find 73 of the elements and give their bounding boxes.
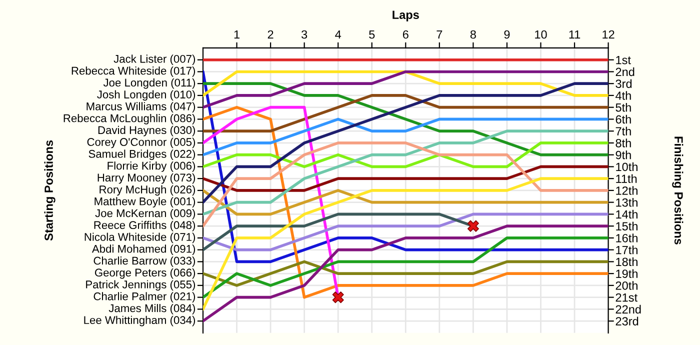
x-tick-label: 12 — [602, 30, 614, 39]
x-tick-label: 8 — [470, 30, 476, 39]
series-label: Josh Longden (010) — [97, 90, 196, 101]
y-tick-label: 8th — [616, 138, 631, 148]
y-tick-label: 7th — [616, 126, 631, 136]
line-series — [203, 142, 608, 228]
line-series — [203, 82, 608, 156]
x-tick-label: 9 — [504, 30, 510, 39]
line-series — [203, 130, 608, 216]
series-label: Harry Mooney (073) — [98, 173, 196, 184]
y-tick-label: 12th — [616, 186, 638, 195]
x-tick-label: 5 — [369, 30, 375, 39]
line-series — [203, 94, 608, 132]
y-tick-label: 4th — [616, 91, 631, 100]
series-label: Jack Lister (007) — [114, 54, 196, 65]
y-tick-label: 2nd — [616, 67, 634, 76]
y-tick-label: 17th — [616, 246, 638, 254]
line-series — [203, 177, 608, 311]
series-label: Reece Griffiths (048) — [94, 220, 196, 232]
y-tick-label: 23rd — [616, 316, 638, 326]
series-label: David Haynes (030) — [98, 126, 196, 136]
x-axis-title: Laps — [392, 10, 419, 22]
x-tick-label: 3 — [301, 30, 308, 39]
y-tick-label: 18th — [616, 257, 638, 266]
y-tick-label: 15th — [616, 222, 638, 230]
x-tick-label: 11 — [569, 30, 580, 39]
series-label: Corey O'Connor (005) — [87, 138, 196, 148]
y-tick-label: 20th — [616, 281, 638, 290]
text: Starting Positions — [44, 140, 56, 241]
y-tick-label: 13th — [616, 198, 638, 207]
line-series — [203, 106, 608, 299]
x-tick-label: 1 — [234, 30, 240, 39]
line-series — [203, 212, 608, 252]
x-tick-label: 7 — [436, 30, 442, 39]
y-tick-label: 1st — [616, 56, 631, 64]
series-label: Lee Whittingham (034) — [84, 316, 196, 326]
y-tick-label: 10th — [616, 162, 638, 172]
series-label: Abdi Mohamed (091) — [92, 244, 196, 255]
x-tick-label: 10 — [535, 30, 547, 39]
y-tick-label: 5th — [616, 103, 631, 112]
series-label: Samuel Bridges (022) — [88, 150, 196, 160]
series-label: Rebecca Whiteside (017) — [72, 66, 196, 77]
series-label: Joe McKernan (009) — [95, 209, 196, 220]
text: Patrick Jennings (055) — [86, 280, 196, 291]
x-tick-label: 4 — [335, 30, 342, 39]
line-series — [203, 82, 608, 204]
y-tick-label: 14th — [616, 210, 638, 219]
y-tick-label: 9th — [616, 150, 631, 160]
y-axis-title: Finishing Positions — [672, 136, 684, 244]
y-tick-label: 22nd — [616, 304, 641, 314]
y-tick-label: 21st — [616, 293, 638, 302]
series-label: Florrie Kirby (006) — [108, 162, 196, 172]
y-tick-label: 3rd — [616, 79, 632, 88]
line-series — [203, 236, 608, 299]
x-tick-label: 2 — [268, 30, 274, 39]
series-label: Rebecca McLoughlin (086) — [64, 114, 196, 124]
y-tick-label: 6th — [616, 114, 631, 124]
x-tick-label: 6 — [402, 30, 408, 39]
series-label: George Peters (066) — [94, 268, 196, 279]
line-series — [203, 118, 608, 156]
line-series — [203, 70, 608, 109]
series-label: Matthew Boyle (001) — [94, 197, 196, 208]
series-label: Charlie Palmer (021) — [94, 292, 196, 302]
series-label: Marcus Williams (047) — [86, 102, 196, 112]
y-tick-label: 16th — [616, 234, 638, 242]
y-tick-label: 19th — [616, 269, 638, 278]
series-label: Rory McHugh (026) — [100, 185, 196, 196]
series-label: Joe Longden (011) — [103, 78, 196, 89]
text: Charlie Barrow (033) — [94, 256, 196, 267]
series-label: Nicola Whiteside (071) — [84, 232, 196, 244]
line-series — [203, 224, 608, 322]
series-label: James Mills (084) — [108, 304, 196, 314]
y-tick-label: 11th — [616, 174, 637, 183]
